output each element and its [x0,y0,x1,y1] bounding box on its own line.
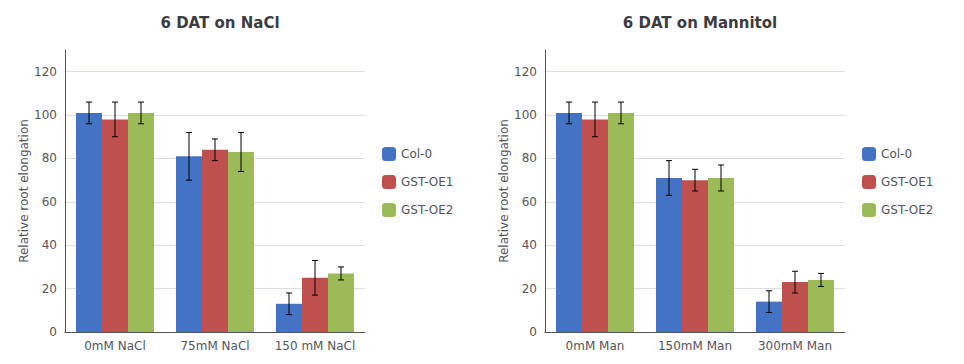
svg-text:40: 40 [522,238,537,252]
svg-text:20: 20 [522,282,537,296]
svg-text:6 DAT on Mannitol: 6 DAT on Mannitol [623,14,777,32]
svg-text:0: 0 [49,325,57,339]
svg-text:0mM Man: 0mM Man [566,339,625,353]
svg-text:100: 100 [34,108,57,122]
svg-text:40: 40 [42,238,57,252]
svg-text:120: 120 [514,65,537,79]
svg-text:Col-0: Col-0 [881,147,912,161]
svg-text:GST-OE1: GST-OE1 [401,175,453,189]
svg-text:300mM Man: 300mM Man [758,339,832,353]
svg-text:80: 80 [42,151,57,165]
svg-text:6 DAT on NaCl: 6 DAT on NaCl [160,14,279,32]
svg-text:Relative root elongation: Relative root elongation [17,119,31,263]
svg-text:120: 120 [34,65,57,79]
svg-text:100: 100 [514,108,537,122]
svg-text:Col-0: Col-0 [401,147,432,161]
svg-text:80: 80 [522,151,537,165]
svg-text:20: 20 [42,282,57,296]
svg-text:Relative root elongation: Relative root elongation [497,119,511,263]
svg-text:60: 60 [42,195,57,209]
svg-text:150mM Man: 150mM Man [658,339,732,353]
svg-text:60: 60 [522,195,537,209]
svg-text:GST-OE2: GST-OE2 [881,203,933,217]
svg-text:150 mM NaCl: 150 mM NaCl [275,339,356,353]
svg-text:0mM NaCl: 0mM NaCl [84,339,146,353]
svg-text:75mM NaCl: 75mM NaCl [180,339,249,353]
svg-text:GST-OE2: GST-OE2 [401,203,453,217]
svg-text:GST-OE1: GST-OE1 [881,175,933,189]
svg-text:0: 0 [529,325,537,339]
